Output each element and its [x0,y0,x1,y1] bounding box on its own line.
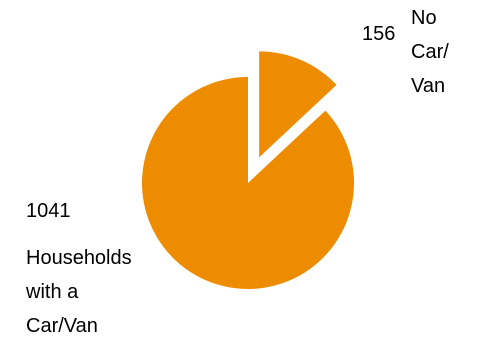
data-label-value-households-with-car-van: 1041 [26,200,71,222]
data-label-name-no-car-van: No Car/ Van [411,7,454,97]
data-label-name-households-with-car-van: Households with a Car/Van [25,247,137,337]
pie-slice-no-car-van [259,51,337,158]
data-label-value-no-car-van: 156 [362,23,395,45]
pie-slice-households-with-car-van [142,77,354,289]
